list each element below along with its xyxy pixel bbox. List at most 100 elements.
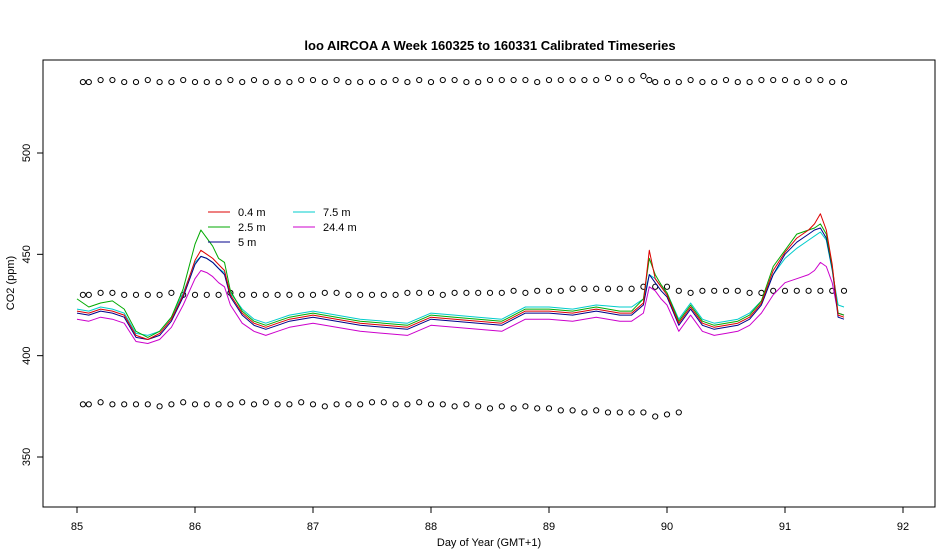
marker-point [156, 291, 163, 298]
marker-point [439, 76, 446, 84]
marker-point [404, 289, 411, 296]
marker-point [593, 285, 600, 292]
marker-point [191, 401, 199, 408]
marker-point [309, 291, 317, 298]
x-tick-label: 90 [661, 521, 673, 533]
marker-point [734, 78, 741, 86]
marker-point [121, 401, 128, 408]
marker-point [191, 291, 199, 298]
marker-point [132, 78, 140, 86]
marker-point [781, 76, 789, 84]
marker-point [156, 403, 163, 410]
marker-point [309, 76, 317, 84]
marker-point [239, 291, 246, 298]
x-tick-label: 87 [307, 521, 319, 533]
marker-point [640, 72, 647, 80]
marker-point [451, 76, 458, 84]
marker-point [463, 289, 470, 296]
legend-label: 0.4 m [238, 207, 266, 219]
marker-point [274, 78, 281, 86]
marker-point [404, 401, 411, 408]
legend-label: 7.5 m [323, 207, 351, 219]
marker-point [840, 287, 848, 294]
marker-point [557, 76, 564, 84]
marker-point [781, 287, 789, 294]
marker-point [203, 291, 210, 298]
marker-point [663, 411, 671, 418]
marker-point [250, 291, 258, 298]
marker-point [168, 78, 175, 86]
marker-point [699, 78, 706, 86]
plot-frame [42, 59, 936, 508]
marker-point [132, 291, 140, 298]
marker-point [793, 78, 800, 86]
x-tick-label: 89 [543, 521, 555, 533]
marker-point [132, 401, 140, 408]
marker-point [239, 399, 246, 406]
marker-point [286, 401, 293, 408]
marker-point [321, 289, 328, 296]
x-tick-label: 85 [71, 521, 83, 533]
marker-point [321, 78, 328, 86]
marker-point [97, 289, 104, 296]
marker-point [534, 78, 541, 86]
marker-point [699, 287, 706, 294]
marker-point [416, 289, 423, 296]
marker-point [109, 289, 116, 296]
marker-point [79, 78, 87, 86]
marker-point [593, 76, 600, 84]
marker-point [722, 76, 730, 84]
marker-point [604, 409, 612, 416]
marker-point [805, 76, 812, 84]
marker-point [227, 76, 234, 84]
marker-point [168, 401, 175, 408]
marker-point [121, 291, 128, 298]
marker-point [79, 401, 87, 408]
legend-label: 24.4 m [323, 222, 357, 234]
marker-point [85, 78, 92, 86]
marker-point [404, 78, 411, 86]
marker-point [416, 399, 423, 406]
marker-point [345, 401, 352, 408]
x-tick-label: 91 [779, 521, 791, 533]
marker-point [652, 78, 659, 86]
marker-point [298, 399, 305, 406]
marker-point [333, 76, 340, 84]
marker-point [262, 399, 269, 406]
marker-point [486, 289, 494, 296]
marker-point [817, 287, 824, 294]
marker-point [687, 289, 694, 296]
series-lines [76, 213, 845, 344]
marker-point [593, 407, 600, 414]
series-line-24-4-m [76, 261, 845, 344]
marker-point [274, 291, 281, 298]
marker-point [522, 289, 529, 296]
y-tick-label: 450 [21, 245, 33, 263]
marker-point [85, 401, 92, 408]
marker-point [168, 289, 175, 296]
legend-label: 2.5 m [238, 222, 266, 234]
marker-point [203, 401, 210, 408]
marker-point [675, 287, 682, 294]
marker-point [439, 291, 446, 298]
marker-point [646, 76, 653, 84]
marker-point [345, 291, 352, 298]
marker-point [711, 287, 718, 294]
legend: 0.4 m 2.5 m 5 m 7.5 m 24.4 m [208, 207, 357, 249]
marker-point [758, 76, 765, 84]
marker-point [616, 76, 623, 84]
marker-point [191, 78, 199, 86]
marker-point [215, 401, 222, 408]
marker-point [463, 401, 470, 408]
marker-point [746, 289, 753, 296]
marker-point [486, 76, 494, 84]
marker-point [156, 78, 163, 86]
marker-point [498, 289, 505, 296]
marker-point [510, 76, 517, 84]
y-tick-label: 500 [21, 144, 33, 162]
y-axis-label: CO2 (ppm) [5, 256, 17, 310]
marker-point [534, 405, 541, 412]
marker-point [203, 78, 210, 86]
marker-point [581, 285, 588, 292]
